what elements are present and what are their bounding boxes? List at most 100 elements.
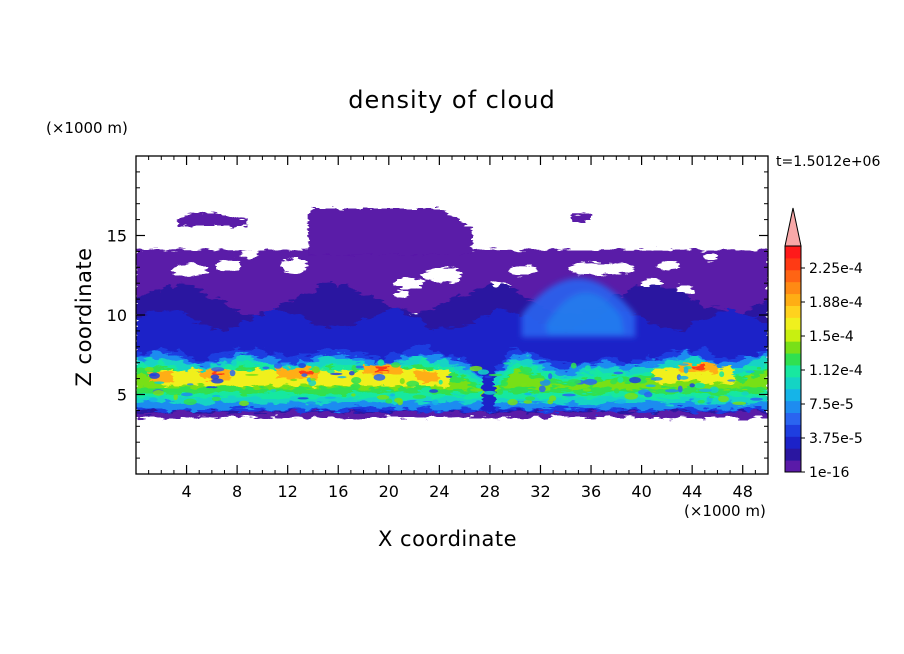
contour-speckle [238,400,250,407]
contour-speckle [689,383,695,388]
contour-core-orange [414,370,440,383]
colorbar-label: 1.5e-4 [809,329,854,345]
contour-speckle [567,379,582,385]
contour-speckle [354,365,365,369]
colorbar-segment [785,436,801,449]
colorbar-label: 1.12e-4 [809,363,863,379]
contour-speckle [679,363,689,366]
contour-speckle [245,373,259,376]
contour-speckle [298,363,306,368]
contour-speckle [273,363,283,369]
contour-speckle [694,382,706,389]
contour-speckle [148,397,158,403]
cloud-gap [393,277,425,289]
contour-patch-upper-left [177,211,248,226]
colorbar-segment [785,269,801,283]
colorbar-segment [785,364,801,378]
updraft-plume-core [545,292,624,335]
contour-speckle [373,374,386,381]
contour-speckle [429,389,439,393]
contour-speckle [152,389,164,396]
chart-title: density of cloud [348,86,556,114]
contour-band-layer-6 [136,370,768,400]
contour-speckle [149,373,157,377]
colorbar-label: 7.5e-5 [809,397,854,413]
contour-speckle [390,362,401,368]
y-axis-unit: (×1000 m) [46,119,128,137]
contour-speckle [211,378,224,384]
contour-speckle [327,369,335,374]
cloud-gap [658,260,681,271]
contour-speckle [407,365,413,369]
contour-core-orange [275,366,320,380]
colorbar-segment [785,424,801,437]
colorbar-segment [785,281,801,295]
contour-speckle [319,366,330,372]
contour-speckle [183,398,197,406]
contour-speckle [745,370,755,374]
contour-patch-upper-right [570,213,591,222]
contour-speckle [520,366,533,374]
colorbar-segment [785,460,801,473]
x-tick-label: 28 [480,482,500,501]
contour-speckle [211,367,225,372]
contour-speckle [496,388,504,395]
contour-speckle [324,396,336,399]
contour-speckle [368,392,378,396]
contour-speckle [399,378,405,385]
colorbar-segment [785,400,801,414]
y-axis-label: Z coordinate [72,247,96,387]
x-tick-label: 8 [232,482,242,501]
contour-speckle [330,372,343,376]
colorbar-segment [785,376,801,390]
contour-speckle [301,373,308,377]
contour-speckle [173,393,178,401]
x-tick-label: 24 [429,482,449,501]
contour-speckle [337,376,347,379]
contour-speckle [205,386,218,389]
contour-field [136,208,768,420]
colorbar-segment [785,246,801,259]
cloud-gap [421,268,463,283]
cloud-gap [703,253,719,262]
contour-speckle [742,365,751,371]
contour-speckle [524,392,532,396]
contour-speckle [290,378,298,382]
contour-speckle [154,381,165,385]
contour-speckle [588,370,597,375]
contour-speckle [305,401,316,405]
colorbar-segment [785,329,801,342]
x-tick-label: 20 [379,482,399,501]
x-tick-label: 40 [631,482,651,501]
contour-speckle [643,391,653,398]
contour-speckle [390,393,396,397]
colorbar-segment [785,448,801,461]
contour-speckle [583,378,598,385]
contour-speckle [629,376,641,384]
contour-speckle [270,388,277,393]
contour-speckle [165,389,180,396]
cloud-gap [676,285,695,294]
contour-speckle [445,375,453,378]
colorbar-label: 2.25e-4 [809,261,863,277]
contour-speckle [699,388,712,393]
contour-speckle [624,392,638,400]
contour-core-red [376,367,389,372]
x-tick-label: 12 [278,482,298,501]
contour-speckle [610,379,617,385]
contour-speckle [412,394,427,399]
contour-speckle [719,371,725,378]
contour-speckle [533,378,545,382]
colorbar-label: 1.88e-4 [809,295,863,311]
contour-speckle [297,397,309,400]
contour-speckle [615,399,627,404]
contour-speckle [548,395,557,402]
contour-speckle [377,359,385,367]
contour-speckle [613,388,620,394]
contour-speckle [406,380,420,387]
colorbar-segment [785,257,801,271]
contour-speckle [246,369,253,373]
contour-speckle [181,392,193,397]
contour-speckle [595,398,604,405]
